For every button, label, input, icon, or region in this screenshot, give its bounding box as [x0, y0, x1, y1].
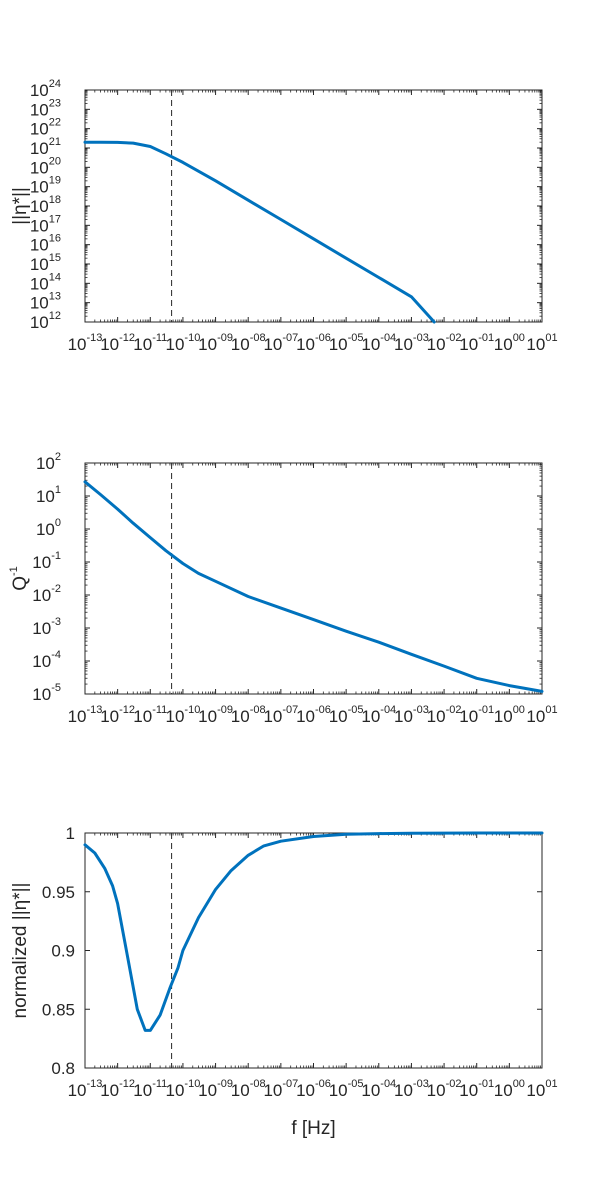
x-tick-label: 10-02	[427, 1078, 462, 1100]
y-tick-label: 10-1	[32, 550, 61, 572]
axes-box	[84, 462, 543, 695]
x-axis-label: f [Hz]	[291, 1118, 335, 1139]
y-tick-label: 10-3	[32, 616, 61, 638]
x-tick-label: 10-13	[68, 332, 103, 354]
x-tick-label: 10-10	[166, 1078, 201, 1100]
x-tick-label: 10-07	[263, 1078, 298, 1100]
x-tick-label: 10-01	[459, 704, 494, 726]
x-tick-label: 10-03	[394, 1078, 429, 1100]
x-tick-label: 10-02	[427, 704, 462, 726]
x-tick-label: 10-08	[231, 332, 266, 354]
x-tick-label: 10-07	[263, 704, 298, 726]
x-tick-label: 10-10	[166, 332, 201, 354]
axes-box	[84, 89, 543, 323]
x-tick-label: 10-13	[68, 704, 103, 726]
x-tick-label: 10-13	[68, 1078, 103, 1100]
x-tick-label: 1000	[494, 704, 525, 726]
y-tick-label: 1	[66, 824, 75, 843]
x-tick-label: 10-11	[133, 704, 167, 726]
y-tick-label: 101	[36, 484, 61, 506]
y-tick-label: 1014	[30, 271, 61, 293]
y-tick-label: 10-2	[32, 583, 61, 605]
y-tick-label: 1015	[30, 252, 61, 274]
y-tick-label: 1016	[30, 233, 61, 255]
y-tick-label: 10-4	[32, 649, 61, 671]
axes-box	[84, 832, 543, 1069]
x-tick-label: 10-12	[100, 704, 135, 726]
x-tick-label: 10-10	[166, 704, 201, 726]
x-tick-label: 10-08	[231, 1078, 266, 1100]
y-axis-label: normalized ||η*||	[10, 883, 31, 1019]
x-tick-label: 10-05	[329, 1078, 364, 1100]
chart-panel-1: 10-1310-1210-1110-1010-0910-0810-0710-06…	[10, 78, 558, 354]
x-tick-label: 1000	[494, 1078, 525, 1100]
y-tick-label: 0.9	[51, 942, 75, 961]
x-tick-label: 10-04	[361, 704, 396, 726]
x-tick-label: 10-06	[296, 1078, 331, 1100]
x-tick-label: 10-12	[100, 1078, 135, 1100]
x-tick-label: 10-06	[296, 704, 331, 726]
y-tick-label: 102	[36, 451, 61, 473]
y-tick-label: 0.85	[42, 1000, 75, 1019]
x-tick-label: 10-04	[361, 1078, 396, 1100]
x-tick-label: 10-12	[100, 332, 135, 354]
x-tick-label: 10-11	[133, 1078, 167, 1100]
y-tick-label: 1021	[30, 136, 61, 158]
x-tick-label: 10-01	[459, 1078, 494, 1100]
x-tick-label: 10-02	[427, 332, 462, 354]
x-tick-label: 10-09	[198, 1078, 233, 1100]
y-tick-label: 1013	[30, 291, 61, 313]
chart-panel-2: 10-1310-1210-1110-1010-0910-0810-0710-06…	[8, 451, 558, 726]
y-tick-label: 1017	[30, 213, 61, 235]
y-axis-label: Q-1	[8, 566, 31, 591]
y-tick-label: 1012	[30, 310, 61, 332]
y-tick-label: 10-5	[32, 682, 61, 704]
x-tick-label: 10-05	[329, 332, 364, 354]
y-tick-label: 1018	[30, 194, 61, 216]
x-tick-label: 10-08	[231, 704, 266, 726]
x-tick-label: 10-09	[198, 704, 233, 726]
y-tick-label: 1019	[30, 175, 61, 197]
series-line	[83, 480, 544, 693]
x-tick-label: 1001	[526, 332, 557, 354]
y-tick-label: 1020	[30, 155, 61, 177]
x-tick-label: 10-09	[198, 332, 233, 354]
x-tick-label: 10-03	[394, 704, 429, 726]
x-tick-label: 10-06	[296, 332, 331, 354]
x-tick-label: 1001	[526, 704, 557, 726]
x-tick-label: 10-07	[263, 332, 298, 354]
series-line	[83, 831, 544, 1032]
chart-panel-3: 10-1310-1210-1110-1010-0910-0810-0710-06…	[10, 824, 558, 1139]
y-tick-label: 0.95	[42, 883, 75, 902]
y-tick-label: 1024	[30, 78, 61, 100]
y-tick-label: 1022	[30, 117, 61, 139]
x-tick-label: 10-11	[133, 332, 167, 354]
x-tick-label: 1000	[494, 332, 525, 354]
x-tick-label: 10-05	[329, 704, 364, 726]
x-tick-label: 10-01	[459, 332, 494, 354]
y-axis-label: ||η*||	[10, 187, 31, 225]
y-tick-label: 0.8	[51, 1059, 75, 1078]
series-line	[83, 140, 436, 324]
x-tick-label: 10-04	[361, 332, 396, 354]
y-tick-label: 1023	[30, 97, 61, 119]
y-tick-label: 100	[36, 517, 61, 539]
x-tick-label: 10-03	[394, 332, 429, 354]
x-tick-label: 1001	[526, 1078, 557, 1100]
